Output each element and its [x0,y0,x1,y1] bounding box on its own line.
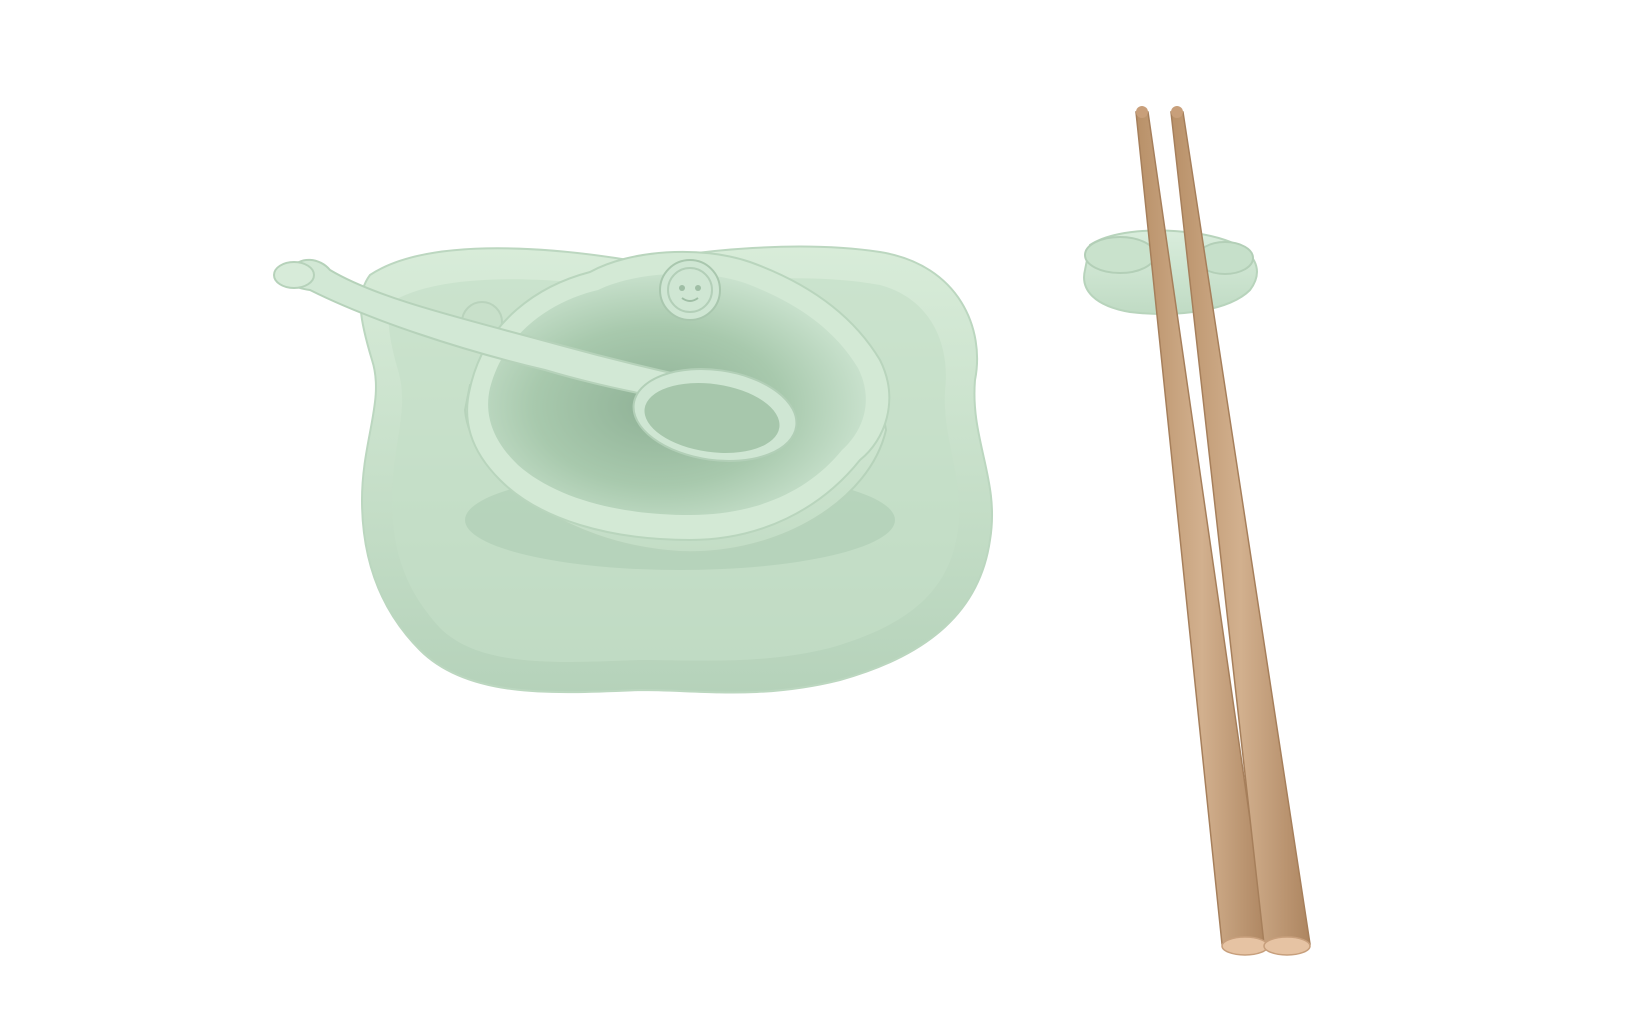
sheep-emblem-icon [659,259,721,321]
spoon [273,258,798,463]
chopsticks [1135,106,1311,956]
